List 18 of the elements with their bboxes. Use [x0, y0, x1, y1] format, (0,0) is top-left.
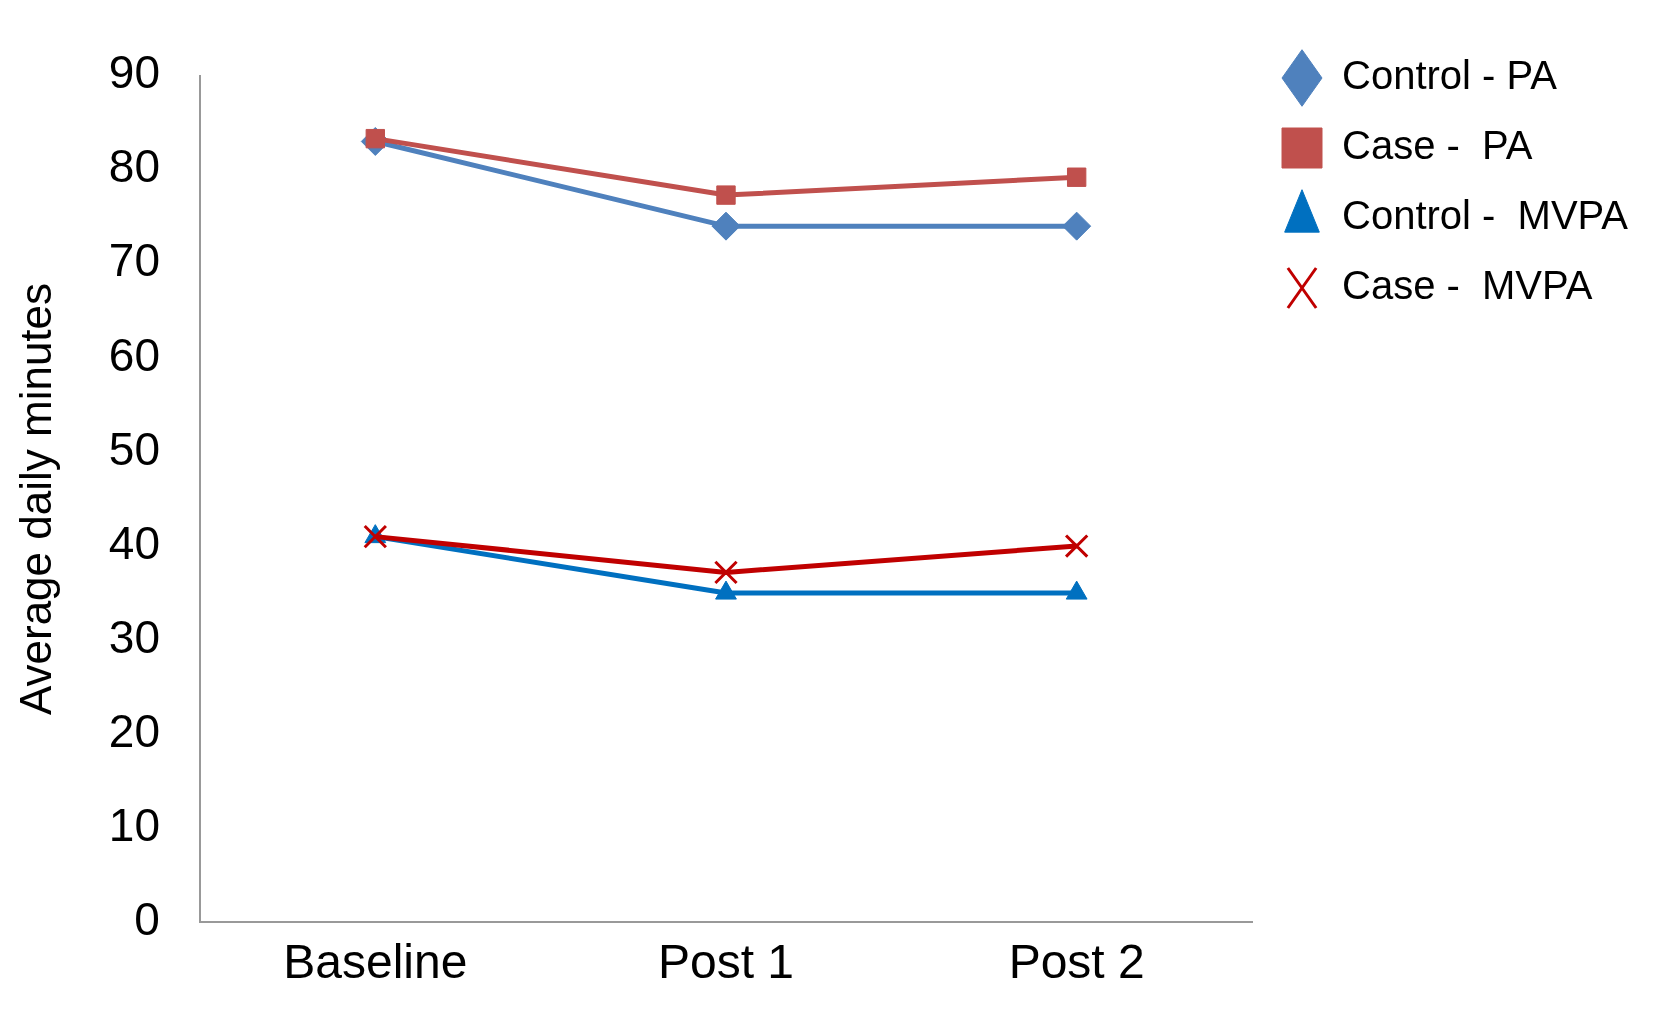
y-tick-label: 50 [108, 422, 160, 475]
legend-label: Case - PA [1342, 123, 1533, 168]
legend-label: Control - MVPA [1342, 193, 1629, 238]
legend-label: Control - PA [1342, 53, 1558, 98]
legend-label: Case - MVPA [1342, 263, 1593, 308]
y-tick-label: 0 [134, 893, 160, 946]
y-tick-label: 90 [108, 46, 160, 99]
y-tick-label: 70 [108, 234, 160, 287]
y-tick-label: 80 [108, 140, 160, 193]
x-tick-label: Post 2 [1008, 935, 1145, 989]
x-tick-label: Post 1 [657, 935, 795, 989]
y-axis-title: Average daily minutes [10, 282, 60, 716]
y-tick-label: 10 [108, 799, 160, 851]
x-tick-label: Baseline [283, 935, 468, 989]
y-tick-label: 60 [108, 328, 160, 381]
y-tick-label: 30 [108, 610, 160, 663]
y-tick-label: 40 [108, 516, 160, 569]
y-tick-label: 20 [108, 704, 160, 757]
